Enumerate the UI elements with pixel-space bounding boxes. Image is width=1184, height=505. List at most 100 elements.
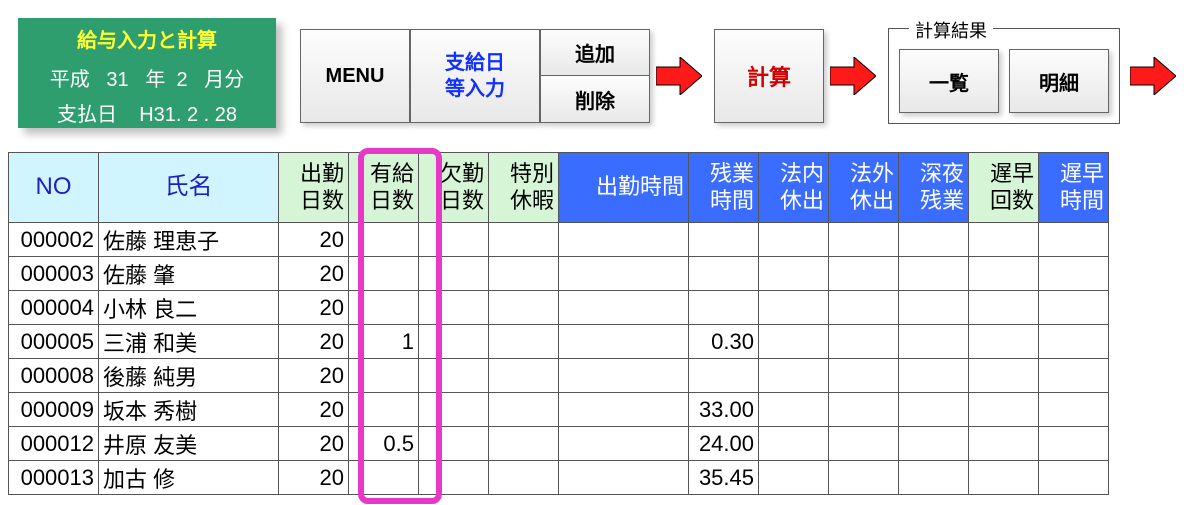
cell[interactable] [559,291,689,325]
cell[interactable] [489,291,559,325]
cell[interactable]: 20 [279,393,349,427]
table-row[interactable]: 000012井原 友美200.524.00 [9,427,1109,461]
cell[interactable] [1039,223,1109,257]
cell[interactable] [829,325,899,359]
cell[interactable] [489,461,559,495]
cell[interactable] [349,461,419,495]
cell[interactable] [1039,427,1109,461]
cell[interactable] [829,257,899,291]
cell[interactable] [759,223,829,257]
cell[interactable] [689,291,759,325]
cell[interactable] [969,291,1039,325]
cell[interactable]: 000008 [9,359,99,393]
cell[interactable] [899,461,969,495]
cell[interactable] [899,359,969,393]
cell[interactable]: 000005 [9,325,99,359]
cell[interactable] [759,461,829,495]
cell[interactable] [689,359,759,393]
cell[interactable] [419,291,489,325]
cell[interactable]: 0.30 [689,325,759,359]
cell[interactable] [899,427,969,461]
cell[interactable]: 20 [279,461,349,495]
cell[interactable]: 小林 良二 [99,291,279,325]
cell[interactable] [969,359,1039,393]
cell[interactable] [349,291,419,325]
cell[interactable]: 佐藤 理恵子 [99,223,279,257]
cell[interactable] [1039,359,1109,393]
cell[interactable]: 20 [279,223,349,257]
cell[interactable] [969,257,1039,291]
cell[interactable]: 20 [279,257,349,291]
table-row[interactable]: 000003佐藤 肇20 [9,257,1109,291]
cell[interactable] [1039,461,1109,495]
cell[interactable] [759,427,829,461]
cell[interactable] [349,393,419,427]
menu-button[interactable]: MENU [300,29,410,123]
table-row[interactable]: 000013加古 修20 35.45 [9,461,1109,495]
cell[interactable] [419,257,489,291]
list-button[interactable]: 一覧 [899,49,999,113]
cell[interactable] [899,325,969,359]
cell[interactable]: 20 [279,427,349,461]
cell[interactable] [489,223,559,257]
cell[interactable]: 000003 [9,257,99,291]
cell[interactable] [1039,325,1109,359]
cell[interactable]: 20 [279,291,349,325]
cell[interactable] [829,461,899,495]
add-button[interactable]: 追加 [540,29,650,76]
cell[interactable] [759,291,829,325]
cell[interactable] [489,359,559,393]
cell[interactable] [689,223,759,257]
table-row[interactable]: 000005三浦 和美201 0.30 [9,325,1109,359]
cell[interactable] [489,393,559,427]
cell[interactable] [419,359,489,393]
cell[interactable] [759,257,829,291]
cell[interactable]: 井原 友美 [99,427,279,461]
cell[interactable] [829,427,899,461]
cell[interactable] [829,291,899,325]
cell[interactable] [419,393,489,427]
cell[interactable]: 坂本 秀樹 [99,393,279,427]
cell[interactable] [759,359,829,393]
cell[interactable] [559,393,689,427]
cell[interactable] [1039,257,1109,291]
cell[interactable] [559,223,689,257]
cell[interactable] [419,325,489,359]
cell[interactable]: 20 [279,325,349,359]
delete-button[interactable]: 削除 [540,76,650,123]
cell[interactable]: 000002 [9,223,99,257]
cell[interactable] [969,427,1039,461]
cell[interactable] [1039,291,1109,325]
detail-button[interactable]: 明細 [1009,49,1109,113]
cell[interactable] [759,325,829,359]
cell[interactable] [759,393,829,427]
table-row[interactable]: 000008後藤 純男20 [9,359,1109,393]
cell[interactable]: 1 [349,325,419,359]
cell[interactable]: 後藤 純男 [99,359,279,393]
cell[interactable] [559,461,689,495]
cell[interactable]: 20 [279,359,349,393]
payday-input-button[interactable]: 支給日 等入力 [410,29,540,123]
cell[interactable] [829,359,899,393]
cell[interactable] [419,427,489,461]
cell[interactable] [559,359,689,393]
cell[interactable] [969,223,1039,257]
cell[interactable] [489,325,559,359]
cell[interactable]: 35.45 [689,461,759,495]
cell[interactable] [899,257,969,291]
cell[interactable] [349,257,419,291]
cell[interactable]: 000012 [9,427,99,461]
cell[interactable] [489,427,559,461]
cell[interactable] [559,427,689,461]
cell[interactable] [829,393,899,427]
cell[interactable]: 000009 [9,393,99,427]
cell[interactable] [349,359,419,393]
table-row[interactable]: 000002佐藤 理恵子20 [9,223,1109,257]
cell[interactable] [969,393,1039,427]
cell[interactable]: 000004 [9,291,99,325]
cell[interactable]: 000013 [9,461,99,495]
cell[interactable]: 加古 修 [99,461,279,495]
cell[interactable] [419,223,489,257]
cell[interactable] [419,461,489,495]
cell[interactable]: 三浦 和美 [99,325,279,359]
